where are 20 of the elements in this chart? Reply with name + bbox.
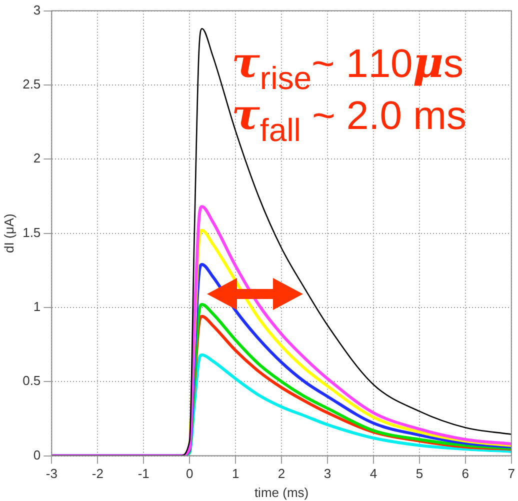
x-tick-label: 2 (278, 466, 286, 482)
y-tick-label: 1.5 (22, 224, 41, 240)
y-axis-title: dI (μA) (1, 214, 16, 253)
x-tick-label: 3 (324, 466, 332, 482)
y-tick-label: 0.5 (22, 373, 41, 388)
x-tick-label: -1 (138, 466, 150, 482)
y-tick-label: 3 (33, 2, 41, 18)
x-tick-label: -2 (92, 466, 104, 482)
y-tick-label: 0 (33, 447, 41, 462)
x-tick-label: -3 (46, 466, 58, 482)
x-tick-label: 1 (232, 466, 240, 482)
x-tick-label: 0 (186, 466, 194, 482)
x-tick-label: 7 (508, 466, 515, 482)
x-tick-label: 4 (370, 466, 378, 482)
y-tick-label: 2.5 (22, 76, 41, 92)
y-tick-label: 2 (33, 150, 41, 166)
x-axis-title: time (ms) (254, 484, 309, 500)
x-tick-label: 6 (462, 466, 470, 482)
x-tick-label: 5 (416, 466, 424, 482)
y-tick-label: 1 (33, 299, 41, 314)
